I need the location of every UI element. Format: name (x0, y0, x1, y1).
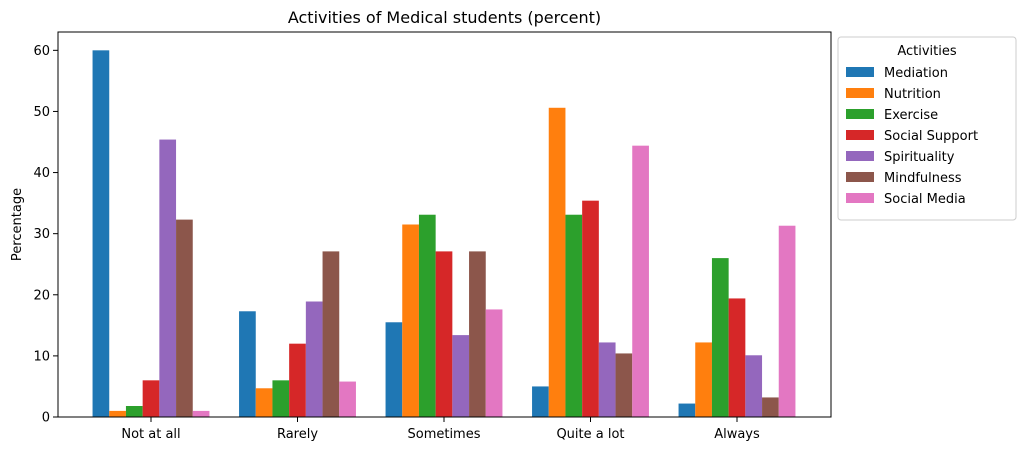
bar-mindfulness-always (762, 397, 779, 417)
bar-social-support-sometimes (435, 251, 453, 417)
axes-group: 0 10 20 30 40 50 60 Not at all Rarely Sometimes Qu… (33, 31, 832, 442)
legend-swatch (846, 130, 874, 140)
bar-spirituality-rarely (305, 301, 323, 417)
y-tick-label: 30 (33, 227, 50, 242)
legend-label: Exercise (884, 108, 938, 123)
legend-label: Social Support (884, 129, 978, 144)
bar-mediation-rarely (239, 311, 256, 417)
bar-social-support-always (728, 298, 746, 417)
bar-mindfulness-rarely (322, 251, 340, 417)
y-axis-label: Percentage (10, 188, 25, 261)
chart-title: Activities of Medical students (percent) (288, 8, 601, 27)
bar-mediation-sometimes (385, 322, 403, 417)
y-tick-label: 20 (33, 288, 50, 303)
bar-spirituality-quite-a-lot (598, 342, 616, 417)
bar-mindfulness-not-at-all (176, 219, 193, 417)
bar-mediation-quite-a-lot (532, 386, 549, 417)
bars-group (92, 50, 796, 418)
y-tick-label: 10 (33, 349, 50, 364)
bar-mindfulness-sometimes (469, 251, 486, 417)
bar-mindfulness-quite-a-lot (615, 353, 633, 417)
bar-nutrition-not-at-all (109, 410, 126, 417)
legend-label: Spirituality (884, 150, 955, 165)
legend-swatch (846, 172, 874, 182)
y-tick-label: 0 (42, 411, 50, 426)
x-tick-label: Sometimes (407, 427, 480, 442)
bar-nutrition-sometimes (402, 224, 419, 417)
bar-exercise-rarely (272, 380, 290, 417)
legend-swatch (846, 67, 874, 77)
bar-social-media-sometimes (485, 309, 503, 417)
legend-swatch (846, 88, 874, 98)
legend-label: Mediation (884, 66, 948, 81)
x-tick-label: Not at all (121, 427, 180, 442)
x-tick-label: Rarely (277, 427, 318, 442)
bar-exercise-quite-a-lot (565, 214, 583, 417)
bar-nutrition-always (695, 342, 712, 417)
bar-social-media-quite-a-lot (632, 145, 649, 418)
bar-social-support-not-at-all (142, 380, 160, 417)
y-tick-label: 40 (33, 166, 50, 181)
bar-mediation-always (678, 403, 696, 417)
bar-social-media-rarely (339, 381, 356, 417)
y-tick-label: 50 (33, 105, 50, 120)
y-tick-label: 60 (33, 44, 50, 59)
legend-swatch (846, 151, 874, 161)
bar-nutrition-quite-a-lot (548, 107, 566, 417)
legend-title: Activities (897, 44, 957, 59)
bar-exercise-sometimes (418, 214, 436, 417)
legend-swatch (846, 109, 874, 119)
x-tick-label: Quite a lot (556, 427, 624, 442)
legend: Activities Mediation Nutrition Exercise Soc… (837, 36, 1017, 221)
x-tick-label: Always (714, 427, 760, 442)
bar-social-support-rarely (289, 343, 306, 417)
legend-label: Mindfulness (884, 171, 962, 186)
legend-label: Social Media (884, 192, 966, 207)
bar-social-media-not-at-all (192, 410, 210, 417)
bar-social-support-quite-a-lot (582, 200, 599, 417)
bar-exercise-always (711, 258, 729, 417)
legend-swatch (846, 193, 874, 203)
bar-social-media-always (778, 225, 796, 417)
bar-spirituality-always (745, 355, 763, 417)
bar-exercise-not-at-all (125, 406, 143, 417)
bar-mediation-not-at-all (92, 50, 110, 417)
bar-spirituality-sometimes (452, 335, 470, 417)
bar-nutrition-rarely (255, 388, 273, 417)
bar-spirituality-not-at-all (159, 139, 177, 417)
legend-label: Nutrition (884, 87, 941, 102)
legend-box (837, 36, 1017, 221)
